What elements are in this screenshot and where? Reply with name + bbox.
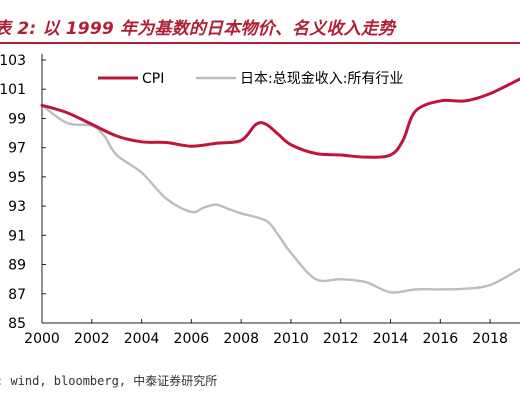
chart-axes: 85 87 89 91 93 95 97 99 101 103 2000 2002 2004 2006 20… [0,53,520,347]
y-tick-label: 95 [8,170,26,186]
y-tick-label: 91 [8,228,26,244]
source-note: : wind, bloomberg, 中泰证券研究所 [0,374,218,388]
x-tick-label: 2000 [24,331,60,346]
legend-label-cpi: CPI [142,71,164,87]
x-tick-label: 2014 [373,331,409,346]
chart-area: 85 87 89 91 93 95 97 99 101 103 2000 2002 2004 2006 20… [0,46,520,347]
y-tick-label: 97 [8,141,26,157]
x-tick-label: 2008 [223,331,259,346]
y-tick-label: 89 [8,258,26,274]
chart-series [40,77,520,294]
x-tick-label: 2006 [174,331,210,346]
chart-legend: CPI 日本:总现金收入:所有行业 [98,71,403,87]
x-tick-label: 2012 [323,331,359,346]
y-tick-label: 85 [8,316,26,332]
x-tick-label: 2016 [423,331,459,346]
x-tick-label: 2010 [273,331,309,346]
legend-label-income: 日本:总现金收入:所有行业 [240,71,403,87]
y-tick-label: 103 [0,53,26,69]
x-tick-label: 2018 [472,331,508,346]
x-tick-label: 2004 [124,331,160,346]
line-chart: 85 87 89 91 93 95 97 99 101 103 2000 2002 2004 2006 20… [0,53,520,347]
y-tick-label: 93 [8,199,26,215]
title-divider [0,42,520,44]
series-line-income [40,104,520,294]
y-tick-label: 99 [8,111,26,127]
y-tick-label: 101 [0,82,26,98]
y-tick-label: 87 [8,287,26,303]
series-line-cpi [40,77,520,159]
x-tick-label: 2002 [74,331,110,346]
chart-title: 表 2: 以 1999 年为基数的日本物价、名义收入走势 [0,19,396,39]
title-bar: 表 2: 以 1999 年为基数的日本物价、名义收入走势 [0,0,520,39]
